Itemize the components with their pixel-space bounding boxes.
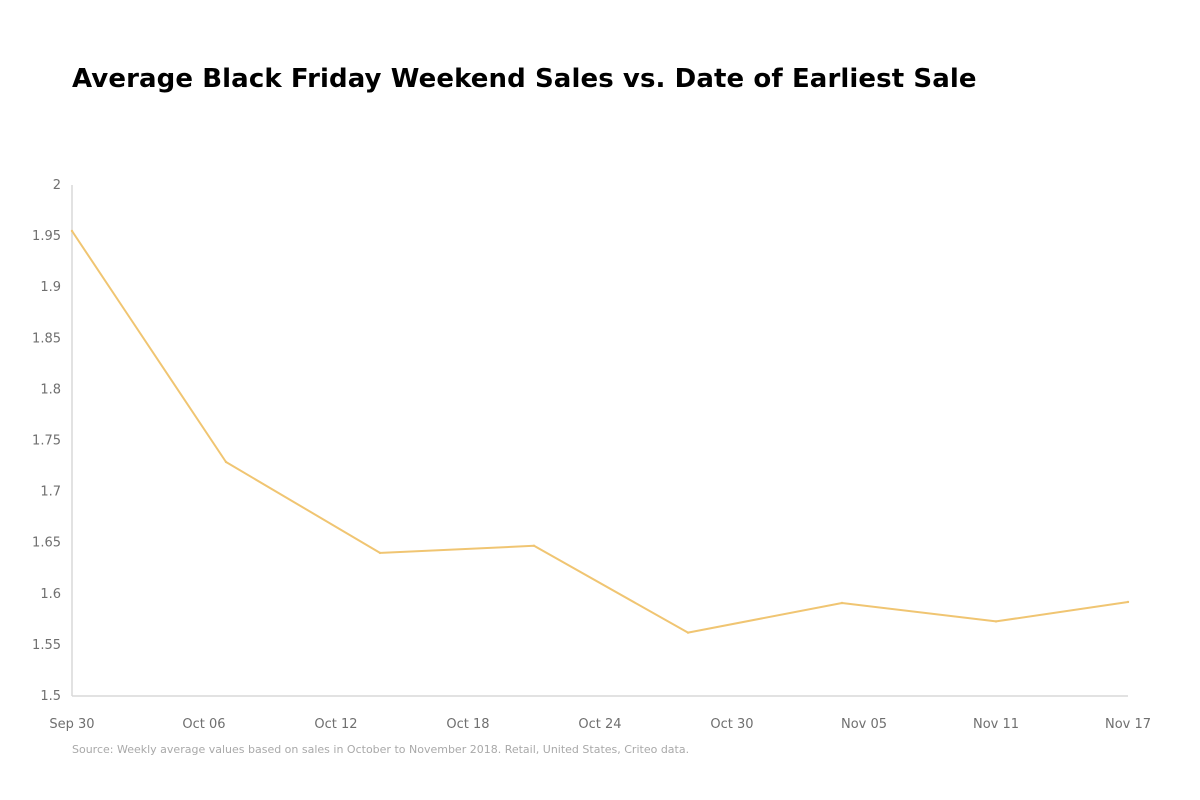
data-point xyxy=(532,544,536,547)
x-tick-label: Nov 11 xyxy=(973,717,1019,732)
y-tick-label: 1.85 xyxy=(32,331,61,346)
x-tick-label: Nov 05 xyxy=(841,717,887,732)
x-tick-label: Oct 30 xyxy=(710,717,753,732)
y-axis-ticks: 2 1.95 1.9 1.85 1.8 1.75 1.7 1.65 1.6 1.55 1.5 xyxy=(32,178,61,704)
x-tick-label: Oct 12 xyxy=(314,717,357,732)
y-tick-label: 1.65 xyxy=(32,536,61,551)
y-tick-label: 2 xyxy=(53,178,61,193)
y-tick-label: 1.7 xyxy=(40,485,61,500)
chart-title: Average Black Friday Weekend Sales vs. D… xyxy=(72,64,977,94)
x-tick-label: Oct 24 xyxy=(578,717,621,732)
data-point xyxy=(378,551,382,555)
data-point xyxy=(840,601,844,605)
data-point xyxy=(994,620,998,623)
y-tick-label: 1.75 xyxy=(32,434,61,449)
x-tick-label: Sep 30 xyxy=(49,717,94,732)
data-point xyxy=(1126,600,1130,604)
series-group xyxy=(70,229,1130,634)
x-tick-label: Oct 18 xyxy=(446,717,489,732)
y-tick-label: 1.8 xyxy=(40,382,61,397)
data-point xyxy=(686,631,690,634)
y-tick-label: 1.55 xyxy=(32,638,61,653)
y-tick-label: 1.9 xyxy=(40,280,61,295)
x-tick-label: Nov 17 xyxy=(1105,717,1151,732)
source-note: Source: Weekly average values based on s… xyxy=(72,743,690,756)
data-point xyxy=(70,229,74,233)
y-tick-label: 1.95 xyxy=(32,229,61,244)
y-tick-label: 1.6 xyxy=(40,587,61,602)
x-axis-ticks: Sep 30 Oct 06 Oct 12 Oct 18 Oct 24 Oct 30 Nov … xyxy=(49,717,1151,732)
data-point xyxy=(224,460,228,464)
series-line xyxy=(71,230,1129,634)
y-tick-label: 1.5 xyxy=(40,689,61,704)
x-tick-label: Oct 06 xyxy=(182,717,225,732)
